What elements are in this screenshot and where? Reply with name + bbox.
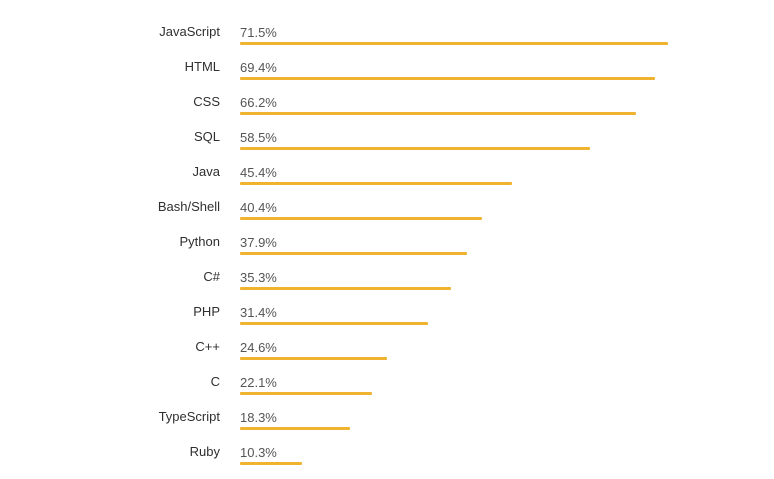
- category-label: Ruby: [189, 444, 220, 459]
- bar: [240, 392, 372, 395]
- bar-row: CSS 66.2%: [0, 94, 774, 129]
- bar-row: JavaScript 71.5%: [0, 24, 774, 59]
- bar-row: Ruby 10.3%: [0, 444, 774, 479]
- bar: [240, 42, 668, 45]
- bar-row: SQL 58.5%: [0, 129, 774, 164]
- bar: [240, 147, 590, 150]
- value-label: 69.4%: [240, 60, 277, 75]
- bar: [240, 112, 636, 115]
- category-label: C#: [203, 269, 220, 284]
- value-label: 35.3%: [240, 270, 277, 285]
- category-label: TypeScript: [158, 409, 220, 424]
- category-label: JavaScript: [159, 24, 220, 39]
- bar: [240, 77, 655, 80]
- bar: [240, 252, 467, 255]
- category-label: Python: [179, 234, 220, 249]
- bar: [240, 322, 428, 325]
- category-label: Java: [192, 164, 220, 179]
- value-label: 66.2%: [240, 95, 277, 110]
- value-label: 37.9%: [240, 235, 277, 250]
- bar: [240, 462, 302, 465]
- bar-row: TypeScript 18.3%: [0, 409, 774, 444]
- category-label: Bash/Shell: [157, 199, 220, 214]
- bar-row: PHP 31.4%: [0, 304, 774, 339]
- bar-row: HTML 69.4%: [0, 59, 774, 94]
- category-label: CSS: [193, 94, 220, 109]
- value-label: 22.1%: [240, 375, 277, 390]
- bar: [240, 182, 512, 185]
- category-label: C: [210, 374, 220, 389]
- bar-row: Bash/Shell 40.4%: [0, 199, 774, 234]
- category-label: SQL: [193, 129, 220, 144]
- category-label: PHP: [193, 304, 220, 319]
- bar: [240, 217, 482, 220]
- category-label: C++: [195, 339, 220, 354]
- bar: [240, 357, 387, 360]
- bar-row: Python 37.9%: [0, 234, 774, 269]
- bar-row: C 22.1%: [0, 374, 774, 409]
- bar-row: Java 45.4%: [0, 164, 774, 199]
- value-label: 45.4%: [240, 165, 277, 180]
- value-label: 18.3%: [240, 410, 277, 425]
- bar-row: C# 35.3%: [0, 269, 774, 304]
- bar: [240, 287, 451, 290]
- value-label: 31.4%: [240, 305, 277, 320]
- value-label: 71.5%: [240, 25, 277, 40]
- category-label: HTML: [184, 59, 220, 74]
- bar-row: C++ 24.6%: [0, 339, 774, 374]
- value-label: 24.6%: [240, 340, 277, 355]
- value-label: 40.4%: [240, 200, 277, 215]
- bar: [240, 427, 350, 430]
- value-label: 58.5%: [240, 130, 277, 145]
- value-label: 10.3%: [240, 445, 277, 460]
